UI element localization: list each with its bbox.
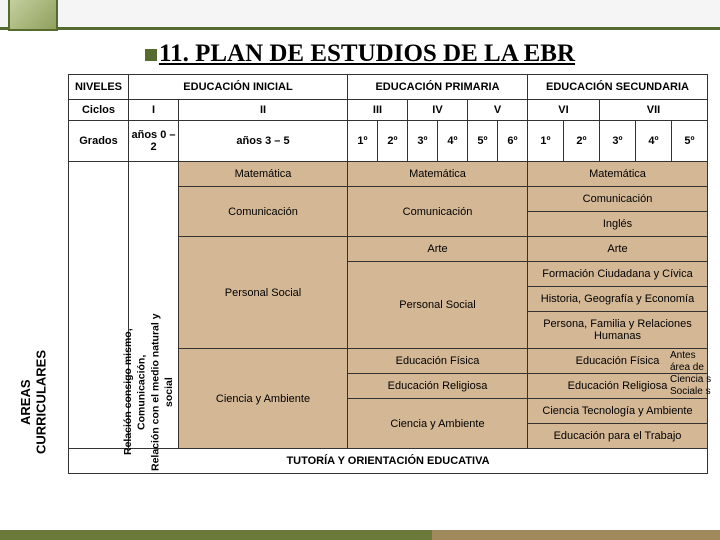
com-i: Comunicación (179, 187, 348, 237)
title-text: 11. PLAN DE ESTUDIOS DE LA EBR (159, 40, 575, 67)
mat-s: Matemática (528, 162, 708, 187)
ciclos-row: Ciclos I II III IV V VI VII (69, 100, 708, 121)
grado-p6: 6º (498, 121, 528, 162)
ciclo-4: IV (408, 100, 468, 121)
niveles-row: NIVELES EDUCACIÓN INICIAL EDUCACIÓN PRIM… (69, 75, 708, 100)
bottom-bar (0, 530, 720, 540)
grado-s1: 1º (528, 121, 564, 162)
hdr-secundaria: EDUCACIÓN SECUNDARIA (528, 75, 708, 100)
mat-row: Matemática Matemática Matemática (69, 162, 708, 187)
relacion-label: Relación consigo mismo,Comunicación,Rela… (122, 310, 177, 474)
ciclo-5: V (468, 100, 528, 121)
grado-s3: 3º (600, 121, 636, 162)
logo-image (8, 0, 58, 31)
ef-p: Educación Física (348, 349, 528, 374)
ing-s: Inglés (528, 212, 708, 237)
ps-p: Personal Social (348, 262, 528, 349)
ca-p: Ciencia y Ambiente (348, 399, 528, 449)
hdr-primaria: EDUCACIÓN PRIMARIA (348, 75, 528, 100)
header-bar (0, 0, 720, 30)
cta-s: Ciencia Tecnología y Ambiente (528, 399, 708, 424)
areas-sidecell (69, 162, 129, 449)
side-note: Antes área de Ciencia s Sociale s (670, 350, 718, 398)
grado-i2: años 3 – 5 (179, 121, 348, 162)
grado-p5: 5º (468, 121, 498, 162)
ciclo-1: I (129, 100, 179, 121)
fcc-s: Formación Ciudadana y Cívica (528, 262, 708, 287)
er-p: Educación Religiosa (348, 374, 528, 399)
ciclo-3: III (348, 100, 408, 121)
hge-s: Historia, Geografía y Economía (528, 287, 708, 312)
grado-p3: 3º (408, 121, 438, 162)
com-s: Comunicación (528, 187, 708, 212)
pfrh-s: Persona, Familia y Relaciones Humanas (528, 312, 708, 349)
com-p: Comunicación (348, 187, 528, 237)
grado-i1: años 0 – 2 (129, 121, 179, 162)
mat-p: Matemática (348, 162, 528, 187)
hdr-inicial: EDUCACIÓN INICIAL (129, 75, 348, 100)
ept-s: Educación para el Trabajo (528, 424, 708, 449)
title-bullet (145, 49, 157, 61)
ciclos-label: Ciclos (69, 100, 129, 121)
grados-label: Grados (69, 121, 129, 162)
arte-s: Arte (528, 237, 708, 262)
ps-i: Personal Social (179, 237, 348, 349)
niveles-label: NIVELES (69, 75, 129, 100)
ciclo-7: VII (600, 100, 708, 121)
arte-p: Arte (348, 237, 528, 262)
grado-p2: 2º (378, 121, 408, 162)
grados-row: Grados años 0 – 2 años 3 – 5 1º 2º 3º 4º… (69, 121, 708, 162)
grado-p4: 4º (438, 121, 468, 162)
grado-p1: 1º (348, 121, 378, 162)
page-title: 11. PLAN DE ESTUDIOS DE LA EBR (0, 30, 720, 70)
grado-s2: 2º (564, 121, 600, 162)
areas-curriculares-label: AREASCURRICULARES (18, 350, 49, 454)
mat-i: Matemática (179, 162, 348, 187)
ca-i: Ciencia y Ambiente (179, 349, 348, 449)
ciclo-6: VI (528, 100, 600, 121)
ciclo-2: II (179, 100, 348, 121)
grado-s5: 5º (672, 121, 708, 162)
grado-s4: 4º (636, 121, 672, 162)
